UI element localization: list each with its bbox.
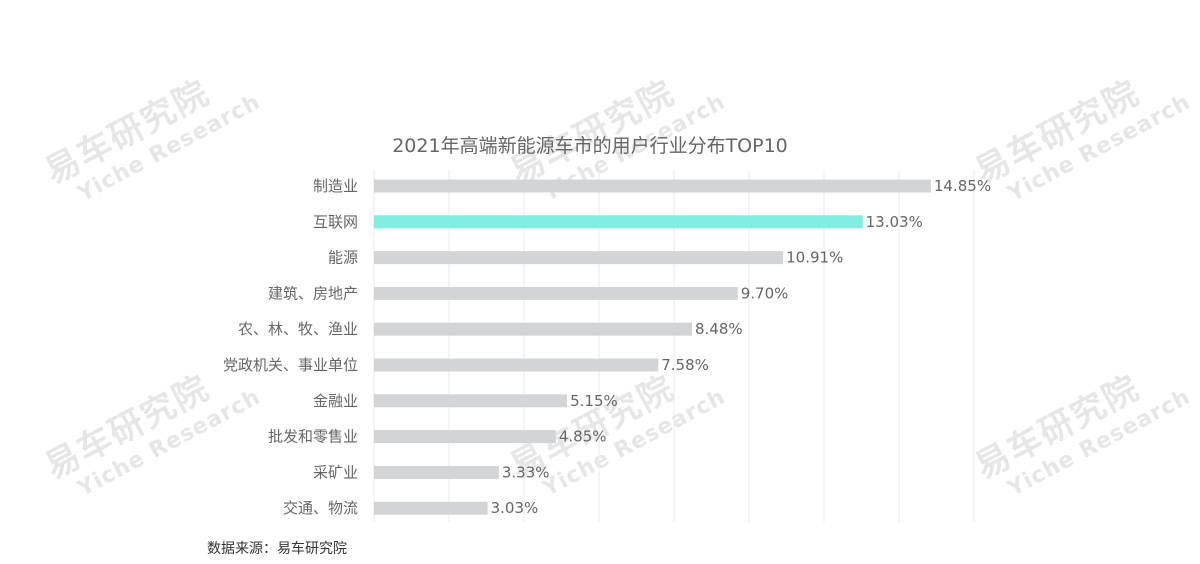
bar [374, 215, 863, 229]
source-note: 数据来源：易车研究院 [207, 541, 347, 557]
value-label: 14.85% [934, 177, 991, 195]
chart-title: 2021年高端新能源车市的用户行业分布TOP10 [392, 135, 788, 157]
bar [374, 286, 738, 300]
value-label: 10.91% [786, 249, 843, 267]
value-label: 13.03% [866, 213, 923, 231]
category-label: 制造业 [313, 177, 358, 195]
category-label: 交通、物流 [283, 499, 358, 517]
category-label: 能源 [328, 249, 358, 267]
bar [374, 501, 488, 515]
value-label: 3.03% [491, 499, 539, 517]
value-label: 4.85% [559, 428, 607, 446]
category-label: 农、林、牧、渔业 [238, 320, 358, 338]
category-label: 采矿业 [313, 463, 358, 481]
labels: 制造业 14.85% 互联网 13.03% 能源 10.91% 建筑、房地产 9.70% 农、林… [223, 177, 991, 517]
bar [374, 322, 692, 336]
bars [374, 179, 931, 515]
bar [374, 358, 659, 372]
value-label: 7.58% [661, 356, 709, 374]
bar [374, 465, 499, 479]
category-label: 批发和零售业 [268, 428, 358, 446]
value-label: 3.33% [502, 463, 550, 481]
category-label: 党政机关、事业单位 [223, 356, 358, 374]
value-label: 9.70% [741, 284, 789, 302]
bar [374, 430, 556, 444]
value-label: 8.48% [695, 320, 743, 338]
bar [374, 179, 931, 193]
value-label: 5.15% [570, 392, 618, 410]
grid-lines [373, 170, 975, 522]
category-label: 互联网 [313, 213, 358, 231]
bar [374, 394, 568, 408]
category-label: 建筑、房地产 [268, 284, 358, 302]
bar [374, 251, 784, 265]
category-label: 金融业 [313, 392, 358, 410]
